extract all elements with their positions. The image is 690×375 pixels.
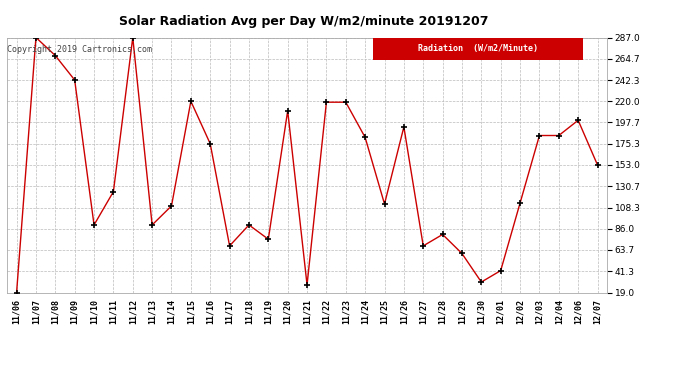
- Text: Copyright 2019 Cartronics.com: Copyright 2019 Cartronics.com: [7, 45, 152, 54]
- Text: Solar Radiation Avg per Day W/m2/minute 20191207: Solar Radiation Avg per Day W/m2/minute …: [119, 15, 489, 28]
